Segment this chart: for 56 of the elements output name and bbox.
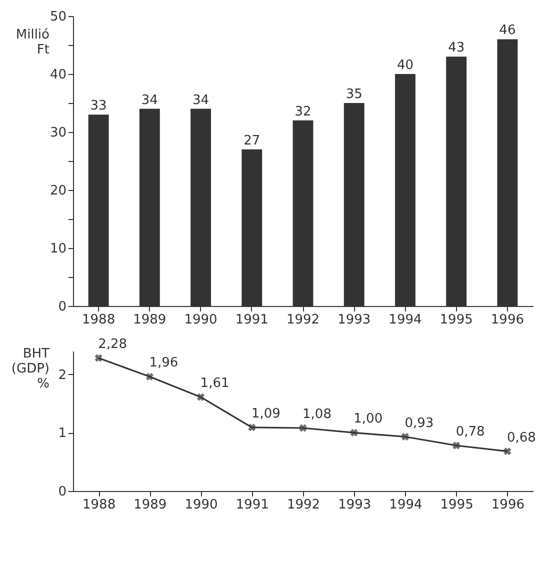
x-tick-label: 1992 — [286, 312, 320, 328]
x-tick-label: 1989 — [133, 312, 166, 328]
data-label: 0,78 — [456, 424, 485, 440]
data-label: 32 — [294, 104, 312, 120]
point — [401, 432, 410, 441]
x-tick-label: 1996 — [491, 498, 524, 512]
y-tick-label: 0 — [58, 300, 66, 314]
x-tick-label: 1993 — [338, 312, 371, 328]
y-tick-label: 2 — [58, 368, 66, 383]
data-label: 1,96 — [149, 356, 178, 371]
x-tick-label: 1996 — [490, 312, 524, 328]
y-axis-title: BHT (GDP) % — [11, 346, 50, 392]
x-tick-label: 1995 — [440, 498, 474, 512]
data-label: 27 — [244, 133, 260, 148]
y-tick-label: 30 — [50, 126, 66, 140]
y-tick-label: 1 — [58, 426, 66, 442]
point — [299, 424, 307, 432]
x-tick-label: 1991 — [235, 312, 268, 328]
y-tick-label: 10 — [50, 242, 66, 256]
x-tick-label: 1988 — [82, 498, 116, 512]
point — [248, 424, 256, 432]
x-tick-label: 1994 — [388, 312, 422, 328]
data-label: 46 — [499, 23, 516, 38]
point — [350, 428, 358, 436]
y-tick-label: 0 — [58, 484, 66, 500]
point — [452, 442, 460, 450]
data-label: 34 — [192, 92, 210, 108]
data-label: 35 — [346, 87, 362, 102]
x-tick-label: 1993 — [338, 498, 372, 512]
y-tick-label: 40 — [50, 68, 66, 82]
x-tick-label: 1995 — [440, 312, 473, 328]
data-label: 33 — [90, 98, 107, 114]
data-label: 1,09 — [251, 406, 280, 422]
x-tick-label: 1991 — [236, 498, 269, 512]
x-tick-label: 1992 — [286, 498, 320, 512]
point — [94, 354, 102, 362]
x-tick-label: 1990 — [184, 498, 218, 512]
data-label: 1,61 — [200, 376, 230, 392]
y-tick-label: 50 — [50, 10, 66, 24]
point — [146, 372, 154, 380]
x-tick-label: 1994 — [389, 498, 422, 512]
data-label: 0,93 — [404, 416, 434, 431]
data-label: 43 — [448, 40, 465, 56]
x-tick-label: 1989 — [134, 498, 167, 512]
data-label: 34 — [141, 92, 158, 108]
y-axis-title: Millió Ft — [16, 28, 50, 58]
data-label: 1,08 — [302, 407, 332, 422]
y-tick-label: 20 — [50, 184, 66, 198]
point — [196, 393, 205, 401]
data-label: 1,00 — [354, 412, 383, 427]
data-label: 40 — [396, 58, 414, 73]
data-label: 0,68 — [506, 430, 536, 446]
x-tick-label: 1988 — [82, 312, 116, 328]
point — [504, 448, 512, 456]
x-tick-label: 1990 — [184, 312, 218, 328]
data-label: 2,28 — [98, 337, 128, 352]
